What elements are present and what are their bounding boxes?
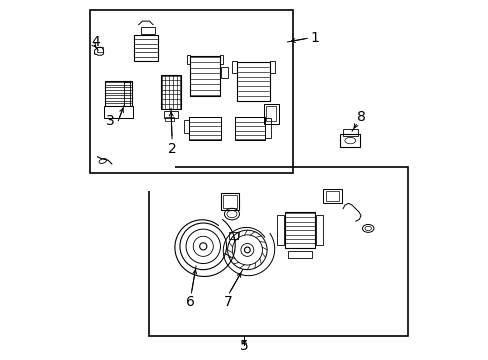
Bar: [184, 120, 188, 133]
Bar: [223, 195, 237, 208]
Bar: [288, 251, 311, 258]
Text: 6: 6: [185, 296, 194, 310]
Text: 8: 8: [357, 110, 366, 124]
Bar: [188, 117, 221, 140]
Bar: [219, 55, 222, 64]
Bar: [264, 104, 278, 123]
Bar: [316, 215, 323, 246]
Bar: [237, 62, 269, 101]
Bar: [340, 134, 360, 147]
Text: 5: 5: [240, 339, 248, 353]
Bar: [134, 35, 157, 62]
Bar: [189, 56, 220, 96]
Text: 1: 1: [310, 31, 319, 45]
Bar: [161, 75, 181, 109]
Bar: [264, 118, 270, 138]
Bar: [229, 232, 238, 239]
Bar: [164, 117, 173, 121]
Bar: [164, 111, 178, 118]
Bar: [325, 191, 339, 201]
Bar: [103, 106, 133, 118]
Bar: [97, 46, 103, 51]
Bar: [276, 215, 284, 246]
Bar: [221, 193, 239, 211]
Bar: [266, 107, 276, 121]
Bar: [187, 55, 190, 64]
Bar: [323, 189, 341, 203]
Bar: [342, 129, 357, 135]
Bar: [269, 61, 274, 73]
Bar: [285, 212, 315, 248]
Bar: [140, 27, 155, 35]
Bar: [221, 67, 228, 78]
Bar: [232, 61, 237, 73]
Text: 3: 3: [106, 114, 115, 128]
Text: 7: 7: [224, 296, 232, 310]
Text: 4: 4: [91, 35, 100, 49]
Bar: [234, 117, 264, 140]
Text: 2: 2: [167, 142, 176, 156]
Bar: [124, 82, 130, 105]
Bar: [104, 81, 131, 107]
